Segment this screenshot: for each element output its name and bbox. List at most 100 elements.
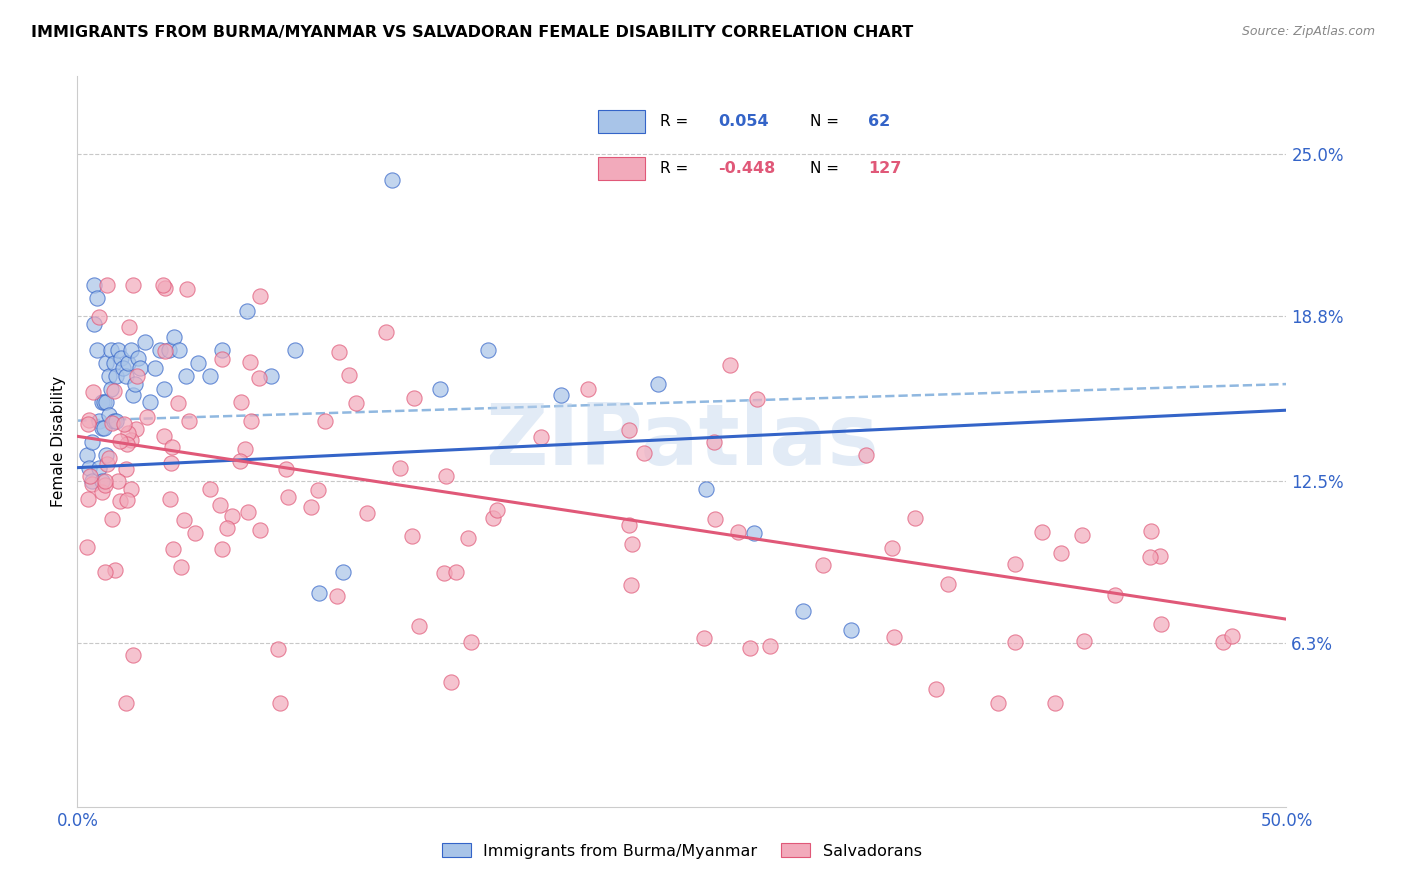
Point xyxy=(238,505,260,519)
Point xyxy=(936,576,959,591)
Point xyxy=(83,317,105,331)
Point xyxy=(925,682,948,697)
Point xyxy=(388,461,411,475)
Point xyxy=(758,639,780,653)
Point xyxy=(94,474,117,488)
Point xyxy=(153,343,176,358)
Point xyxy=(153,429,176,443)
Point xyxy=(96,356,118,370)
Point xyxy=(120,343,142,358)
Point xyxy=(114,369,136,384)
Point xyxy=(1071,527,1094,541)
Point xyxy=(267,642,290,657)
Point xyxy=(97,451,120,466)
Point xyxy=(129,361,152,376)
Point xyxy=(163,330,186,344)
Point xyxy=(77,491,100,506)
Point xyxy=(408,619,430,633)
Point xyxy=(811,558,834,572)
Point xyxy=(79,469,101,483)
Point xyxy=(883,630,905,644)
Text: IMMIGRANTS FROM BURMA/MYANMAR VS SALVADORAN FEMALE DISABILITY CORRELATION CHART: IMMIGRANTS FROM BURMA/MYANMAR VS SALVADO… xyxy=(31,25,912,40)
Point xyxy=(136,409,159,424)
Point xyxy=(139,395,162,409)
Point xyxy=(1149,549,1171,564)
Point xyxy=(97,409,120,423)
Point xyxy=(89,310,111,325)
Text: 62: 62 xyxy=(869,114,890,128)
Point xyxy=(90,474,112,488)
Point xyxy=(727,524,749,539)
Point xyxy=(299,500,322,514)
FancyBboxPatch shape xyxy=(598,110,645,133)
Text: 0.054: 0.054 xyxy=(718,114,769,128)
Text: N =: N = xyxy=(810,114,844,128)
Point xyxy=(429,382,451,396)
Point xyxy=(94,565,117,579)
Point xyxy=(108,434,131,449)
Point xyxy=(90,485,112,500)
Point xyxy=(107,474,129,488)
Point xyxy=(117,356,139,370)
Point xyxy=(80,434,103,449)
Point xyxy=(485,502,508,516)
Point xyxy=(269,696,291,710)
Point xyxy=(434,468,457,483)
Point xyxy=(704,512,727,526)
Point xyxy=(117,425,139,440)
Point xyxy=(619,423,641,437)
Point xyxy=(239,354,262,368)
Point xyxy=(792,604,814,618)
Point xyxy=(839,623,862,637)
Point xyxy=(337,368,360,382)
Point xyxy=(105,414,128,428)
Point xyxy=(173,513,195,527)
Point xyxy=(79,460,101,475)
Point xyxy=(401,529,423,543)
Point xyxy=(314,414,336,428)
Point xyxy=(148,343,170,358)
Point xyxy=(1050,546,1073,560)
Point xyxy=(157,343,180,358)
Text: R =: R = xyxy=(659,161,693,176)
Point xyxy=(125,422,148,436)
Point xyxy=(77,417,100,431)
Point xyxy=(620,537,643,551)
Point xyxy=(457,531,479,545)
Point xyxy=(274,461,297,475)
Point xyxy=(86,291,108,305)
Point xyxy=(177,414,200,428)
Point xyxy=(695,482,717,496)
Point xyxy=(103,414,125,428)
Point xyxy=(120,482,142,496)
Point xyxy=(187,356,209,370)
Point xyxy=(381,173,404,187)
Point xyxy=(198,482,221,496)
Point xyxy=(167,396,190,410)
Point xyxy=(208,498,231,512)
Legend: Immigrants from Burma/Myanmar, Salvadorans: Immigrants from Burma/Myanmar, Salvadora… xyxy=(436,837,928,865)
Point xyxy=(277,490,299,504)
Point xyxy=(160,456,183,470)
Point xyxy=(101,417,124,431)
Point xyxy=(1031,524,1053,539)
Point xyxy=(211,352,233,367)
Text: -0.448: -0.448 xyxy=(718,161,776,176)
Point xyxy=(307,483,329,497)
Point xyxy=(617,518,640,533)
FancyBboxPatch shape xyxy=(598,157,645,180)
Point xyxy=(1212,634,1234,648)
Point xyxy=(115,493,138,508)
Point xyxy=(96,277,118,292)
Point xyxy=(200,369,222,384)
Point xyxy=(703,435,725,450)
Point xyxy=(115,696,138,710)
Point xyxy=(460,635,482,649)
Point xyxy=(217,521,239,535)
Point xyxy=(1043,696,1066,710)
Text: ZIPatlas: ZIPatlas xyxy=(485,400,879,483)
Point xyxy=(477,343,499,358)
Point xyxy=(987,696,1010,710)
Point xyxy=(83,277,105,292)
Point xyxy=(105,369,128,384)
